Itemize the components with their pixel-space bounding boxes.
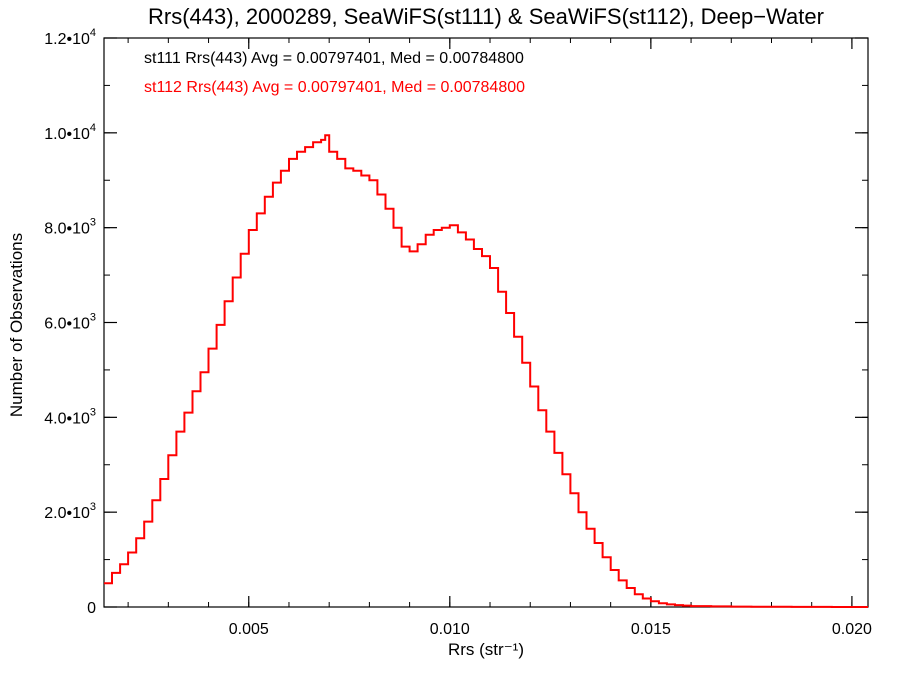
y-tick-label: 8.0•103 bbox=[44, 217, 96, 238]
legend-entry-st112: st112 Rrs(443) Avg = 0.00797401, Med = 0… bbox=[144, 79, 525, 96]
y-tick-label: 6.0•103 bbox=[44, 312, 96, 333]
y-axis-label: Number of Observations bbox=[7, 233, 26, 417]
y-tick-label: 0 bbox=[87, 600, 96, 617]
x-axis-label: Rrs (str⁻¹) bbox=[448, 640, 524, 659]
x-axis-ticks: 0.005 0.010 0.015 0.020 bbox=[127, 38, 872, 638]
x-tick-label: 0.020 bbox=[832, 621, 872, 638]
histogram-line-st112 bbox=[104, 134, 868, 608]
legend-entry-st111: st111 Rrs(443) Avg = 0.00797401, Med = 0… bbox=[144, 50, 524, 67]
x-tick-label: 0.005 bbox=[229, 621, 269, 638]
x-tick-label: 0.015 bbox=[631, 621, 671, 638]
y-tick-label: 2.0•103 bbox=[44, 501, 96, 522]
y-tick-label: 4.0•103 bbox=[44, 406, 96, 427]
y-tick-label: 1.0•104 bbox=[44, 122, 96, 143]
chart-title: Rrs(443), 2000289, SeaWiFS(st111) & SeaW… bbox=[148, 4, 824, 29]
plot-frame bbox=[103, 37, 869, 608]
x-tick-label: 0.010 bbox=[430, 621, 470, 638]
y-tick-label: 1.2•104 bbox=[44, 27, 96, 48]
y-axis-ticks: 0 2.0•103 4.0•103 6.0•103 8.0•103 1.0•104 1.2•… bbox=[44, 27, 868, 617]
